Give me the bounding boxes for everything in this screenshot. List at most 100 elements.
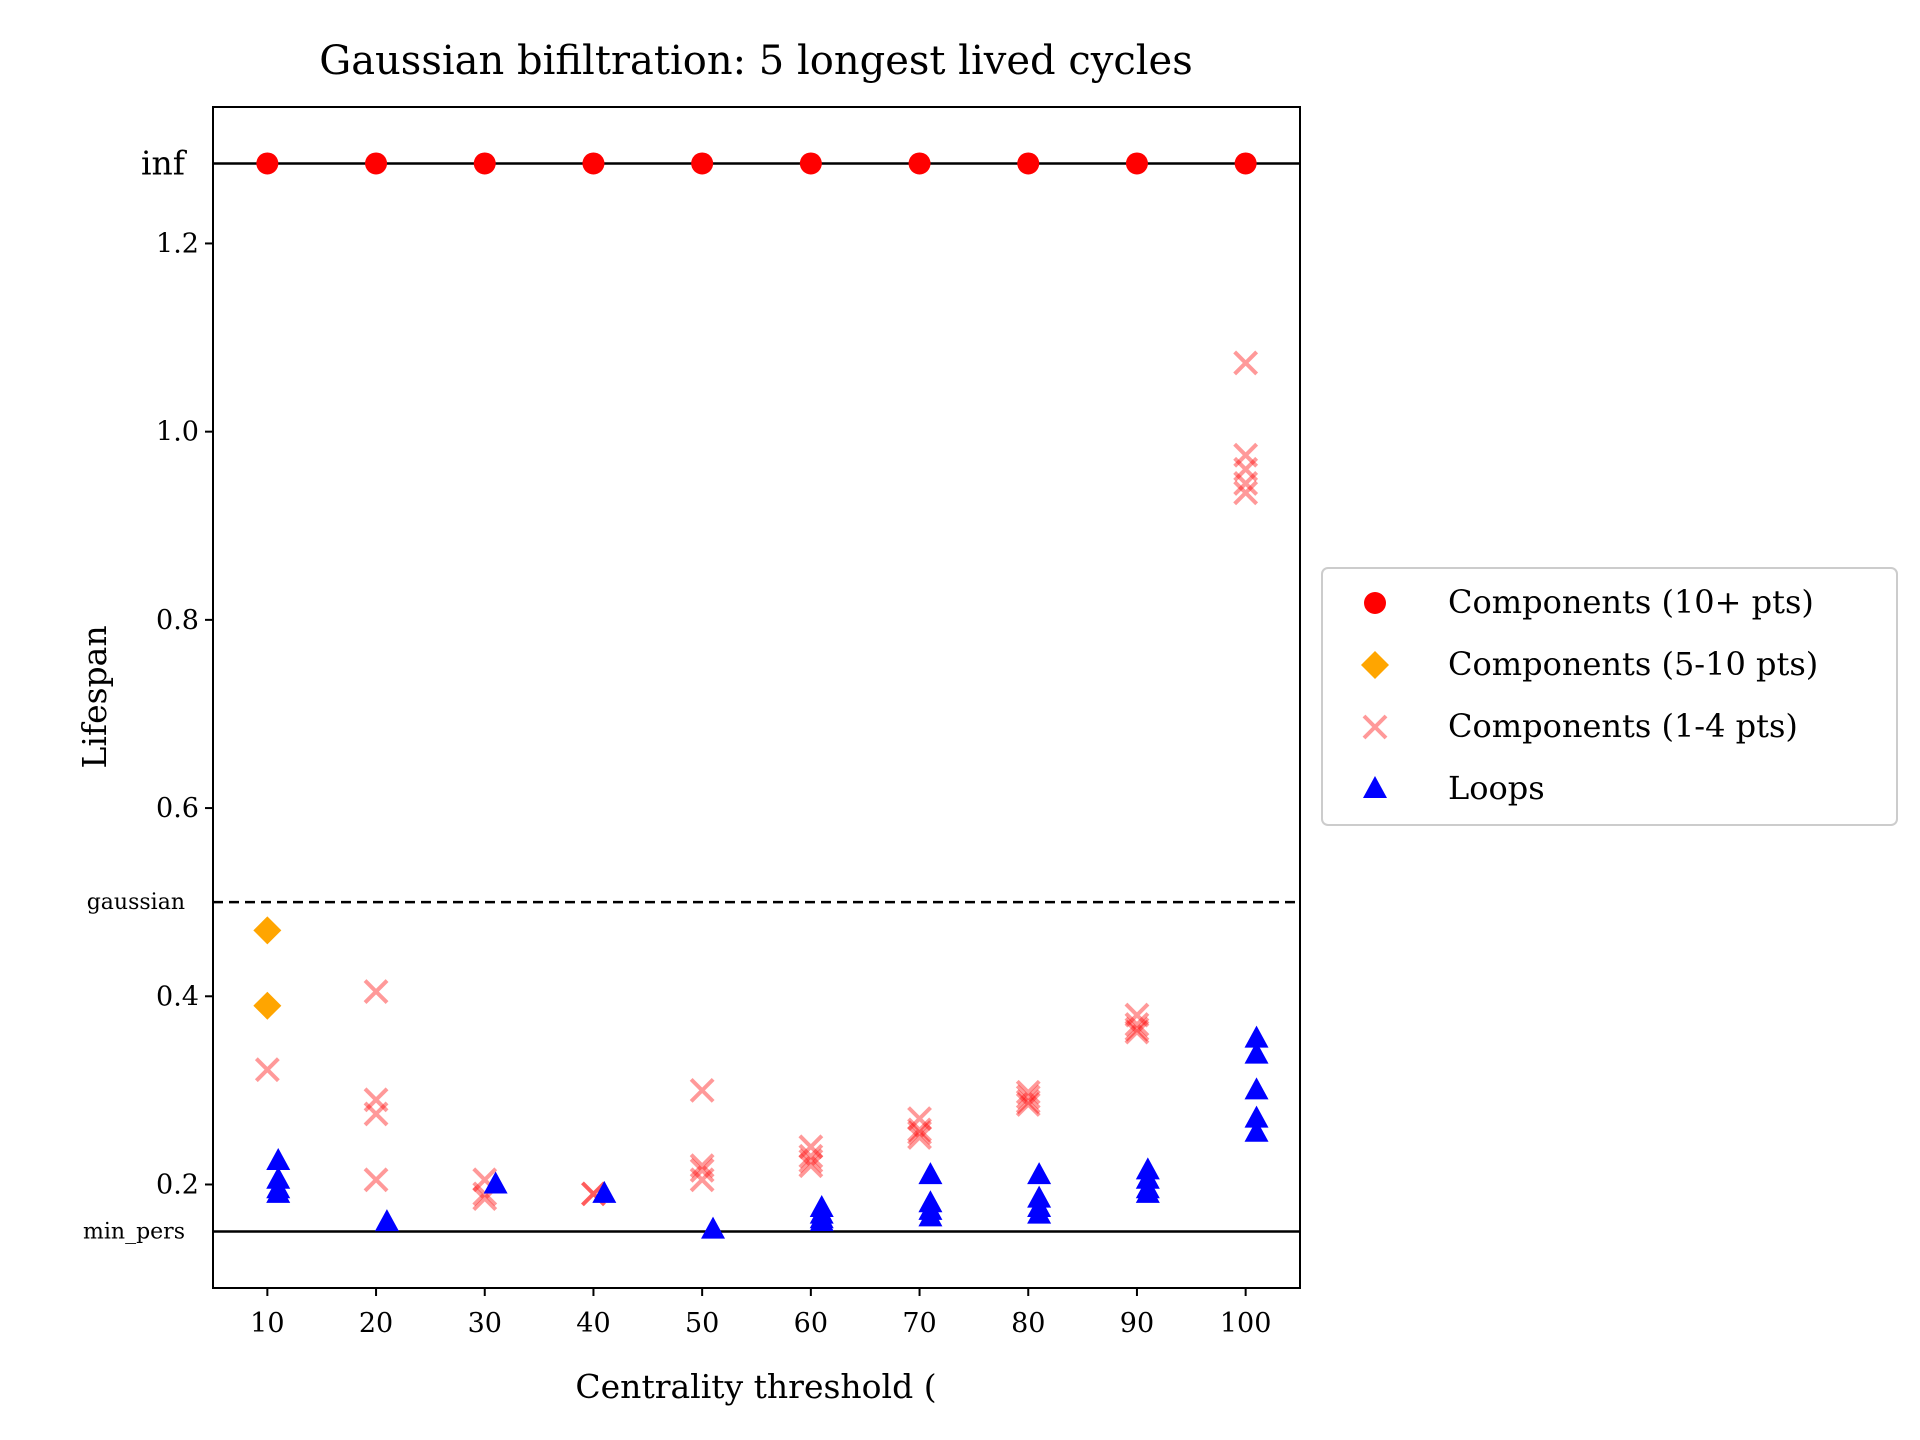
data-point <box>1244 1119 1269 1142</box>
x-tick-label: 10 <box>250 1308 284 1339</box>
data-point <box>374 1209 399 1232</box>
series-components-10-pts <box>256 152 1257 175</box>
data-point <box>798 1153 824 1179</box>
data-point <box>689 1167 715 1193</box>
data-point <box>363 1167 389 1193</box>
y-tick-label: 0.4 <box>156 981 199 1012</box>
data-point <box>266 1147 291 1170</box>
axes-frame <box>212 106 1301 1289</box>
min-pers-label: min_pers <box>83 1220 185 1245</box>
data-point <box>689 1157 715 1183</box>
legend-marker <box>1364 592 1386 614</box>
y-tick-label: 1.0 <box>156 417 199 448</box>
data-point <box>592 1180 617 1203</box>
data-point <box>798 1148 824 1174</box>
x-axis-ticks: 10 20 30 40 50 60 70 80 90 100 <box>250 1288 1271 1339</box>
y-tick-label: 0.6 <box>156 793 199 824</box>
data-point <box>1017 152 1040 175</box>
data-point <box>1015 1079 1041 1105</box>
data-point <box>1125 152 1148 175</box>
data-point <box>1244 1041 1269 1064</box>
data-point <box>907 1117 932 1143</box>
data-point <box>1244 1025 1269 1048</box>
data-point <box>798 1143 824 1169</box>
data-point <box>363 979 389 1004</box>
data-point <box>1027 1162 1052 1185</box>
x-tick-label: 90 <box>1120 1308 1154 1339</box>
data-point <box>1233 350 1259 376</box>
data-point <box>798 1134 824 1160</box>
legend-label: Loops <box>1448 769 1545 807</box>
legend-marker <box>1363 776 1387 798</box>
data-point <box>1233 480 1259 506</box>
x-axis-label: Centrality threshold ( <box>575 1367 936 1406</box>
x-tick-label: 60 <box>794 1308 828 1339</box>
data-point <box>691 152 714 175</box>
y-tick-label: 0.2 <box>156 1169 199 1200</box>
data-point <box>908 152 931 175</box>
legend-entry: Loops <box>1363 769 1545 807</box>
data-point <box>809 1209 834 1232</box>
data-point <box>1124 1012 1150 1037</box>
legend-marker <box>1361 651 1389 679</box>
data-point <box>1124 1002 1150 1028</box>
x-tick-label: 40 <box>576 1308 610 1339</box>
series-components-5-10-pts <box>253 916 282 1020</box>
data-point <box>1124 1016 1150 1042</box>
plot-area <box>213 152 1300 1239</box>
data-point <box>1233 456 1259 482</box>
data-point <box>363 1087 389 1113</box>
data-point <box>582 152 605 175</box>
data-point <box>689 1077 715 1103</box>
x-tick-label: 100 <box>1220 1308 1272 1339</box>
chart-title: Gaussian bifiltration: 5 longest lived c… <box>319 38 1193 84</box>
series-components-1-4-pts <box>254 350 1259 1212</box>
x-tick-label: 70 <box>902 1308 936 1339</box>
series-loops <box>266 1025 1269 1239</box>
legend-entry: Components (1-4 pts) <box>1362 707 1798 745</box>
data-point <box>918 1204 943 1227</box>
y-tick-label: 0.8 <box>156 605 199 636</box>
data-point <box>907 1106 932 1132</box>
y-axis-ticks: 0.2 0.4 0.6 0.8 1.0 1.2 <box>156 228 213 1200</box>
data-point <box>483 1171 508 1194</box>
x-tick-label: 80 <box>1011 1308 1045 1339</box>
data-point <box>1234 152 1257 175</box>
data-point <box>1027 1201 1052 1224</box>
x-tick-label: 30 <box>468 1308 502 1339</box>
x-tick-label: 50 <box>685 1308 719 1339</box>
data-point <box>253 916 282 945</box>
data-point <box>1015 1089 1041 1115</box>
data-point <box>254 1057 280 1083</box>
data-point <box>1015 1092 1041 1117</box>
y-tick-label: 1.2 <box>156 228 199 259</box>
legend: Components (10+ pts) Components (5-10 pts… <box>1321 567 1898 826</box>
legend-frame <box>1321 567 1898 826</box>
data-point <box>1015 1084 1041 1110</box>
gaussian-label: gaussian <box>87 890 185 915</box>
data-point <box>266 1180 291 1203</box>
legend-marker <box>1362 714 1388 740</box>
data-point <box>1244 1077 1269 1100</box>
data-point <box>701 1216 726 1239</box>
reference-line-labels: inf gaussian min_pers <box>83 143 188 1244</box>
data-point <box>907 1125 932 1150</box>
data-point <box>799 152 822 175</box>
legend-label: Components (5-10 pts) <box>1448 645 1818 683</box>
x-tick-label: 20 <box>359 1308 393 1339</box>
data-point <box>473 152 496 175</box>
data-point <box>1233 470 1259 496</box>
data-point <box>907 1120 932 1146</box>
data-point <box>253 991 282 1020</box>
legend-label: Components (10+ pts) <box>1448 583 1814 621</box>
data-point <box>365 152 388 175</box>
data-point <box>256 152 279 175</box>
data-point <box>689 1153 715 1179</box>
legend-entry: Components (10+ pts) <box>1364 583 1814 621</box>
y-axis-label: Lifespan <box>75 625 114 768</box>
legend-entry: Components (5-10 pts) <box>1361 645 1818 683</box>
data-point <box>1135 1180 1160 1203</box>
inf-label: inf <box>141 143 188 182</box>
legend-label: Components (1-4 pts) <box>1448 707 1798 745</box>
